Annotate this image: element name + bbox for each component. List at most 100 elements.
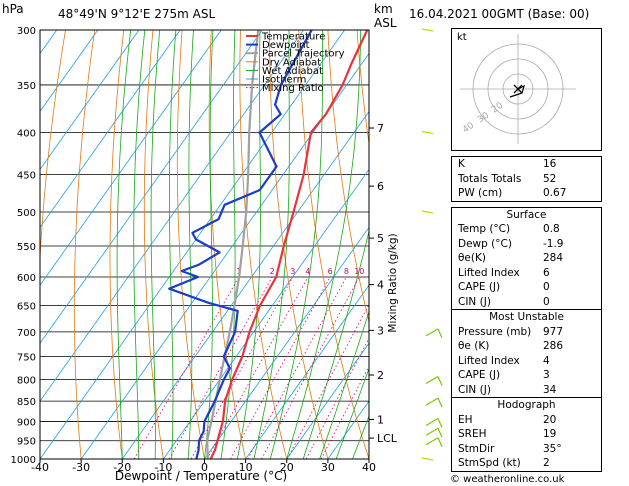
pressure-tick-label: 600 (17, 273, 36, 284)
temperature-tick-label: 30 (321, 461, 335, 474)
most-unstable-title: Most Unstable (489, 311, 564, 323)
wind-barb (425, 397, 443, 408)
stat-label: Lifted Index (458, 354, 520, 367)
altitude-km-label: 6 (377, 180, 384, 193)
pressure-tick-label: 450 (17, 170, 36, 181)
temperature-tick-label: -10 (154, 461, 172, 474)
x-axis-label: Dewpoint / Temperature (°C) (115, 469, 287, 483)
temperature-tick-label: -40 (31, 461, 49, 474)
stat-row: Dewp (°C) -1.9 (452, 237, 601, 252)
isotherm-line (40, 30, 304, 402)
isotherm-line (40, 30, 181, 229)
stat-row: CAPE (J) 0 (452, 280, 601, 295)
hodograph-box: kt 40 30 20 (451, 28, 602, 151)
wind-barb (425, 375, 443, 386)
wet-adiabat-line (237, 30, 261, 459)
dry-adiabat-line (40, 30, 66, 459)
altitude-km-label: 3 (377, 324, 384, 337)
mixing-ratio-line (168, 276, 273, 459)
stat-row: CIN (J) 34 (452, 383, 601, 398)
stat-row: PW (cm) 0.67 (452, 186, 601, 201)
stat-label: StmDir (458, 442, 495, 455)
stat-value: 0 (543, 281, 550, 293)
isotherm-line (40, 30, 140, 171)
stat-row: SREH 19 (452, 427, 601, 442)
mixing-ratio-label: 25 (410, 267, 420, 276)
mixing-ratio-line (230, 276, 331, 459)
stat-label: CAPE (J) (458, 281, 501, 293)
stat-row: Lifted Index 6 (452, 266, 601, 281)
hodograph-stats-title: Hodograph (497, 399, 556, 411)
wind-barb-staff (425, 427, 443, 438)
stat-value: 0.67 (543, 187, 567, 199)
legend-entry: Wet Adiabat (262, 66, 323, 77)
wind-barbs (421, 28, 443, 461)
wind-barb-staff (421, 210, 434, 214)
stat-value: 3 (543, 369, 550, 381)
wet-adiabat-line (286, 30, 362, 459)
pressure-tick-label: 750 (17, 352, 36, 363)
stat-value: 6 (543, 266, 550, 279)
stat-label: PW (cm) (458, 187, 503, 199)
stat-value: 34 (543, 383, 557, 396)
wet-adiabat-line (133, 30, 146, 459)
temperature-line (209, 30, 369, 459)
stat-value: 286 (543, 340, 564, 352)
wind-barb-staff (425, 437, 443, 447)
stat-label: StmSpd (kt) (458, 457, 521, 469)
pressure-tick-label: 550 (17, 242, 36, 253)
wet-adiabat-line (253, 30, 290, 459)
stat-label: Pressure (mb) (458, 325, 532, 338)
wind-barb (425, 328, 443, 339)
wind-barb-staff (421, 130, 434, 135)
isotherm-line (245, 284, 369, 459)
stat-label: Lifted Index (458, 266, 520, 279)
mixing-ratio-line (247, 276, 347, 459)
storm-motion-marker (513, 84, 523, 94)
wet-adiabat-line (187, 30, 194, 459)
dry-adiabat-line (239, 30, 288, 459)
stat-value: 0 (543, 295, 550, 308)
info-panel: kt 40 30 20 K 16 Totals Totals 52 PW (cm) 0.6… (451, 28, 602, 477)
surface-box: Surface Temp (°C) 0.8 Dewp (°C) -1.9 θe(K) 28… (451, 206, 602, 310)
stat-value: 284 (543, 252, 564, 264)
wind-barb (421, 28, 434, 32)
stat-label: Totals Totals (458, 172, 522, 185)
profiles (168, 30, 369, 459)
wet-adiabat-line (150, 30, 161, 459)
isotherm-line (286, 342, 369, 459)
most-unstable-box: Most Unstable Pressure (mb) 977 θe (K) 286 L… (451, 309, 602, 398)
mixing-ratio-label: 3 (290, 267, 295, 276)
pressure-tick-label: 400 (17, 129, 36, 140)
temperature-tick-label: -30 (72, 461, 90, 474)
dewpoint-line (168, 30, 313, 459)
dry-adiabat-line (176, 30, 205, 459)
indices-box: K 16 Totals Totals 52 PW (cm) 0.67 (451, 156, 602, 202)
pressure-tick-label: 900 (17, 417, 36, 428)
footer-credit: © weatheronline.co.uk (450, 474, 565, 485)
dry-adiabat-line (109, 30, 125, 459)
asl-label: ASL (374, 16, 397, 30)
mixing-ratio-label: 10 (354, 267, 364, 276)
background-lines: 1 2 3 4 6 8 10 15 20 25 (40, 30, 420, 459)
stat-row: Lifted Index 4 (452, 354, 601, 369)
mixing-ratio-axis-label: Mixing Ratio (g/kg) (387, 233, 399, 332)
stat-value: 20 (543, 413, 557, 426)
pressure-tick-label: 500 (17, 208, 36, 219)
mixing-ratio-line (206, 276, 309, 459)
stat-row: Temp (°C) 0.8 (452, 222, 601, 237)
pressure-tick-label: 300 (17, 26, 36, 37)
isotherm-line (80, 52, 369, 459)
stat-value: -1.9 (543, 237, 564, 250)
legend-entry: Mixing Ratio (262, 83, 324, 94)
mixing-ratio-label: 4 (305, 267, 310, 276)
mixing-ratio-label: 8 (344, 267, 349, 276)
mixing-ratio-line (320, 365, 369, 459)
stat-label: θe (K) (458, 340, 490, 352)
altitude-km-label: 1 (377, 413, 384, 426)
altitude-km-label: 7 (377, 122, 384, 135)
stat-value: 19 (543, 428, 557, 440)
isotherm-line (163, 168, 369, 459)
stat-label: EH (458, 413, 473, 426)
